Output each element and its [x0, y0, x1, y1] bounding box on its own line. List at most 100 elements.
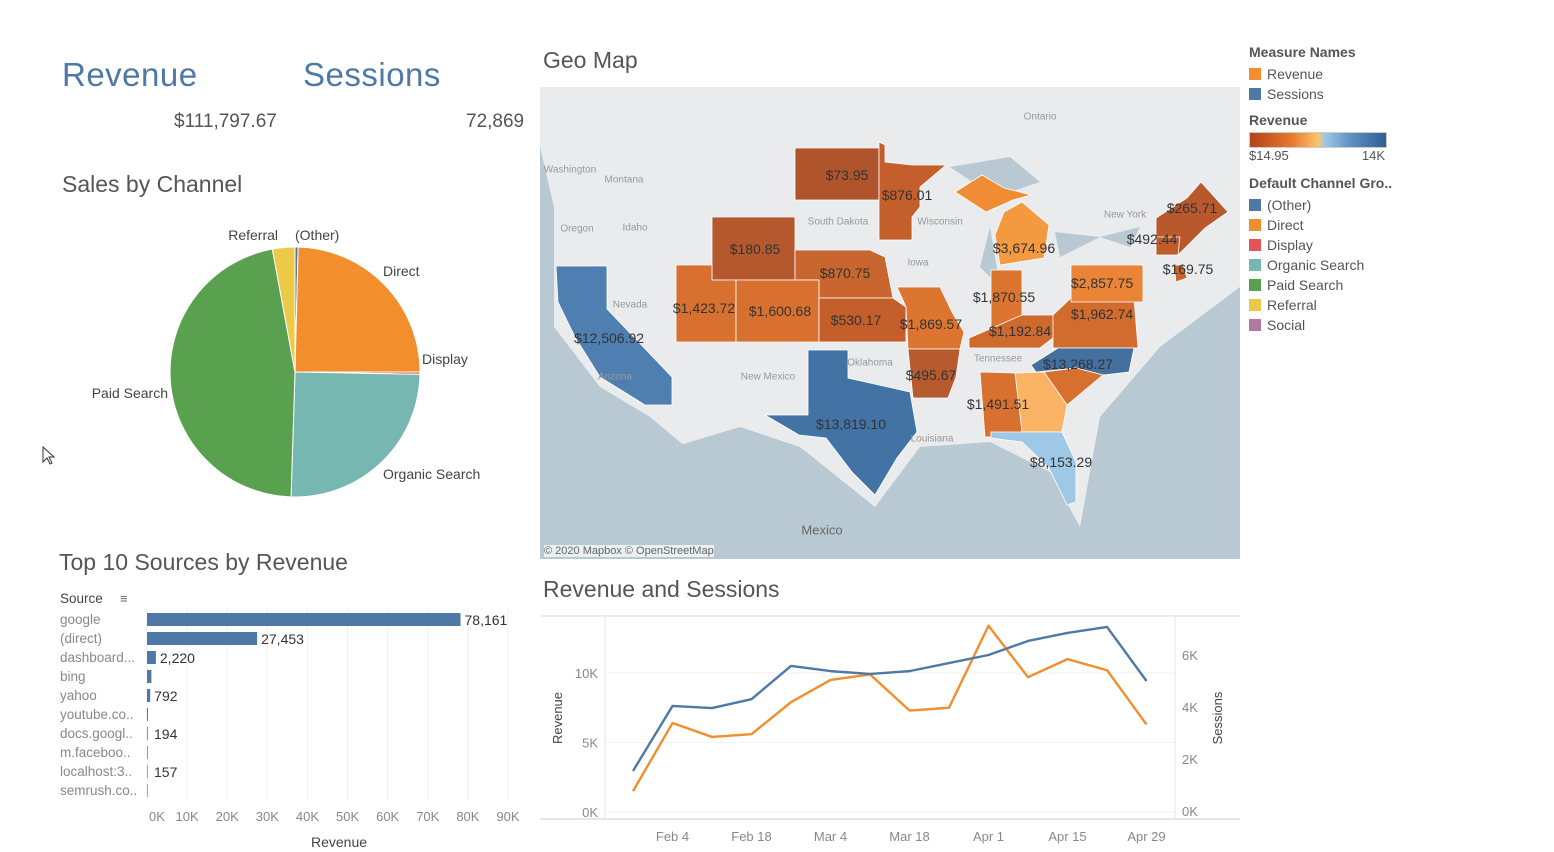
state-region-fl[interactable]: [990, 431, 1077, 506]
pie-slice-direct[interactable]: [294, 246, 421, 373]
state-region-ny_s[interactable]: [1155, 236, 1181, 256]
bar-6[interactable]: [147, 727, 148, 740]
bar-3[interactable]: [147, 670, 152, 683]
state-region-ca[interactable]: [555, 265, 673, 406]
bar-0[interactable]: [147, 613, 461, 626]
legend-item-social[interactable]: Social: [1249, 315, 1409, 335]
map-place-label: Arizona: [598, 371, 632, 383]
bar-value-label: 27,453: [261, 631, 304, 647]
legend-item-other[interactable]: (Other): [1249, 195, 1409, 215]
state-revenue-label: $169.75: [1162, 261, 1214, 277]
bar-x-tick: 80K: [456, 809, 479, 824]
state-revenue-label: $1,870.55: [972, 289, 1036, 305]
map-attribution[interactable]: © 2020 Mapbox © OpenStreetMap: [544, 545, 714, 557]
bar-5[interactable]: [147, 708, 149, 721]
pie-label: Organic Search: [383, 466, 480, 482]
date-axis-tick: Feb 4: [656, 829, 689, 844]
legend-item-referral[interactable]: Referral: [1249, 295, 1409, 315]
bar-2[interactable]: [147, 651, 156, 664]
line-series-revenue[interactable]: [631, 624, 1148, 792]
bar-1[interactable]: [147, 632, 258, 645]
state-revenue-label: $495.67: [905, 367, 957, 383]
state-region-nj[interactable]: [1173, 264, 1188, 283]
state-region-va[interactable]: [1052, 297, 1139, 349]
state-region-ks[interactable]: [818, 297, 907, 343]
bar-8[interactable]: [147, 765, 148, 778]
date-axis-tick: Apr 15: [1048, 829, 1086, 844]
revenue-scale-title: Revenue: [1249, 112, 1308, 128]
sessions-axis-tick: 4K: [1182, 700, 1198, 715]
legend-label: (Other): [1267, 197, 1312, 213]
legend-swatch: [1249, 239, 1261, 251]
legend-item-revenue[interactable]: Revenue: [1249, 64, 1409, 84]
sort-icon[interactable]: ≡: [120, 591, 128, 606]
map-place-label: Nevada: [612, 299, 648, 311]
pie-label: Direct: [383, 263, 420, 279]
bar-category-label: google: [60, 612, 101, 627]
pie-label: (Other): [295, 227, 339, 243]
bar-9[interactable]: [147, 784, 148, 797]
sales-by-channel-title: Sales by Channel: [62, 171, 243, 197]
geo-map[interactable]: $73.95 $876.01 $180.85 $870.75 $1,423.72 $1,6…: [540, 87, 1240, 559]
legend-item-direct[interactable]: Direct: [1249, 215, 1409, 235]
legend-panel: Measure Names Revenue Sessions Revenue $1…: [1249, 44, 1409, 335]
revenue-scale-max: 14K: [1361, 148, 1385, 163]
pie-slice-referral[interactable]: [271, 246, 296, 373]
bar-value-label: 2,220: [160, 650, 195, 666]
water-pacific: [540, 147, 740, 559]
pie-slice-paid-search[interactable]: [169, 248, 296, 498]
state-revenue-label: $3,674.96: [992, 240, 1056, 256]
sessions-kpi-value: 72,869: [466, 111, 525, 132]
state-revenue-label: $1,962.74: [1070, 306, 1134, 322]
legend-label: Revenue: [1267, 66, 1324, 82]
state-region-nc[interactable]: [1030, 347, 1135, 376]
state-revenue-label: $530.17: [830, 312, 882, 328]
source-column-header[interactable]: Source: [60, 591, 103, 606]
map-place-label: South Dakota: [807, 216, 869, 228]
legend-item-organic-search[interactable]: Organic Search: [1249, 255, 1409, 275]
sessions-axis-tick: 0K: [1182, 804, 1198, 819]
map-place-label: Iowa: [907, 257, 929, 269]
sessions-kpi-title: Sessions: [303, 56, 441, 93]
map-canvas[interactable]: [540, 87, 1240, 559]
state-region-mo[interactable]: [896, 286, 965, 350]
bar-x-tick: 10K: [176, 809, 199, 824]
map-place-label: Tennessee: [973, 353, 1023, 365]
map-place-label: Louisiana: [910, 433, 954, 445]
state-revenue-label: $2,857.75: [1070, 275, 1134, 291]
state-revenue-label: $73.95: [825, 167, 869, 183]
line-series-sessions[interactable]: [631, 625, 1148, 772]
state-revenue-label: $876.01: [881, 187, 933, 203]
state-region-tx[interactable]: [763, 349, 918, 496]
map-place-label: Washington: [543, 164, 597, 176]
legend-item-sessions[interactable]: Sessions: [1249, 84, 1409, 104]
measure-names-title: Measure Names: [1249, 44, 1356, 60]
pie-label: Referral: [228, 227, 278, 243]
legend-item-paid-search[interactable]: Paid Search: [1249, 275, 1409, 295]
state-region-mi[interactable]: [994, 201, 1050, 266]
bar-x-tick: 0K: [149, 809, 165, 824]
state-region-pa[interactable]: [1070, 264, 1144, 303]
revenue-scale-min: $14.95: [1249, 148, 1289, 163]
pie-slice-organic-search[interactable]: [290, 371, 421, 498]
bar-4[interactable]: [147, 689, 151, 702]
bar-category-label: yahoo: [60, 688, 97, 703]
state-revenue-label: $1,869.57: [899, 316, 963, 332]
bar-7[interactable]: [147, 746, 148, 759]
state-region-ar[interactable]: [907, 348, 961, 399]
state-region-mi_up[interactable]: [954, 174, 1033, 213]
bar-category-label: bing: [60, 669, 86, 684]
state-revenue-label: $13,819.10: [815, 416, 887, 432]
pie-label: Display: [422, 351, 468, 367]
legend-swatch: [1249, 259, 1261, 271]
legend-item-display[interactable]: Display: [1249, 235, 1409, 255]
bar-x-tick: 20K: [216, 809, 239, 824]
state-revenue-label: $265.71: [1166, 200, 1218, 216]
bar-category-label: docs.googl..: [60, 726, 133, 741]
bar-category-label: semrush.co..: [60, 783, 137, 798]
state-region-mn[interactable]: [878, 141, 948, 241]
state-revenue-label: $180.85: [729, 241, 781, 257]
legend-label: Social: [1267, 317, 1306, 333]
state-revenue-label: $870.75: [819, 265, 871, 281]
map-place-label: Montana: [604, 174, 644, 186]
